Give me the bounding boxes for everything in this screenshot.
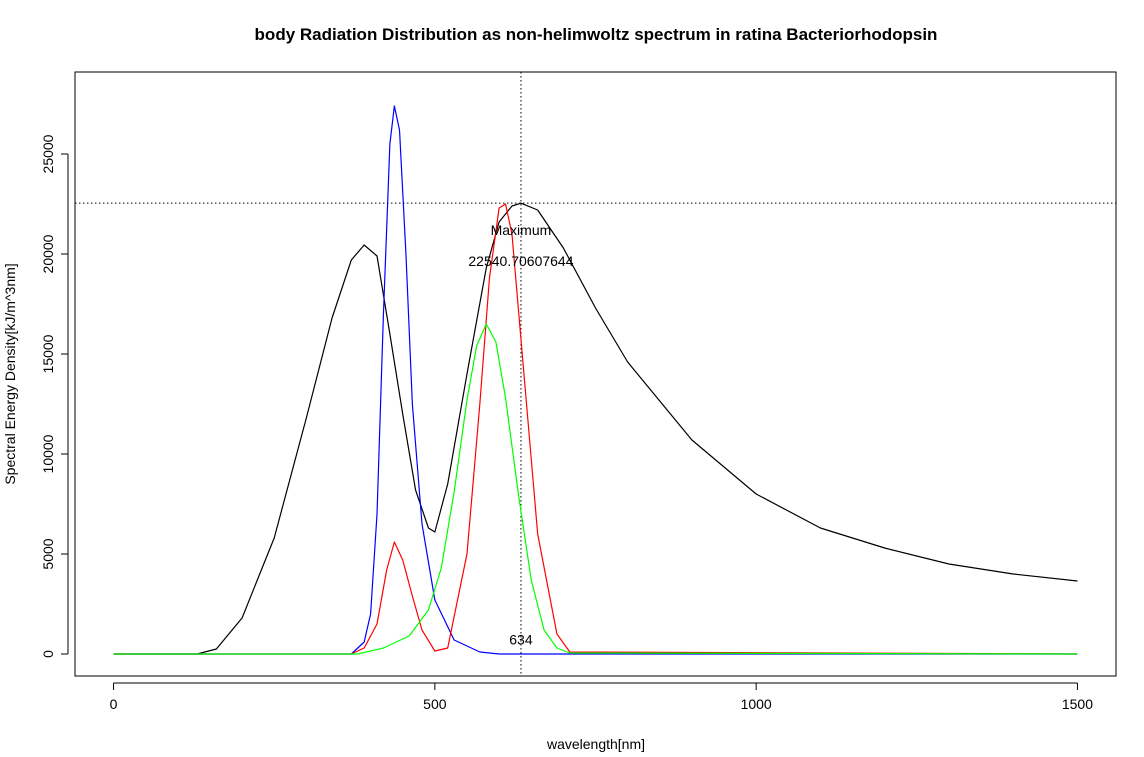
plot-area <box>75 72 1116 676</box>
series-line-2 <box>113 203 1078 655</box>
chart-title: body Radiation Distribution as non-helim… <box>255 25 938 44</box>
y-tick-label: 25000 <box>40 134 56 173</box>
series-line-0 <box>113 202 1078 655</box>
series-line-3 <box>113 323 1078 655</box>
x-tick-label: 1500 <box>1062 696 1093 712</box>
y-tick-label: 20000 <box>40 234 56 273</box>
annotation-label: 22540.70607644 <box>468 253 573 269</box>
annotations: Maximum 22540.70607644 634 <box>468 222 573 648</box>
x-tick-label: 500 <box>423 696 447 712</box>
y-tick-label: 5000 <box>40 538 56 569</box>
x-axis-label: wavelength[nm] <box>546 736 645 752</box>
y-tick-label: 0 <box>40 650 56 658</box>
y-tick-label: 10000 <box>40 434 56 473</box>
y-tick-label: 15000 <box>40 334 56 373</box>
series-line-1 <box>113 105 1078 655</box>
annotation-label: 634 <box>509 632 533 648</box>
x-tick-label: 0 <box>110 696 118 712</box>
annotation-label: Maximum <box>491 222 552 238</box>
y-axis: 0 5000 10000 15000 20000 25000 <box>40 134 69 658</box>
x-axis: 0 500 1000 1500 <box>110 682 1093 712</box>
plot-frame <box>74 71 1117 677</box>
x-tick-label: 1000 <box>741 696 772 712</box>
y-axis-label: Spectral Energy Density[kJ/m^3nm] <box>2 263 18 484</box>
